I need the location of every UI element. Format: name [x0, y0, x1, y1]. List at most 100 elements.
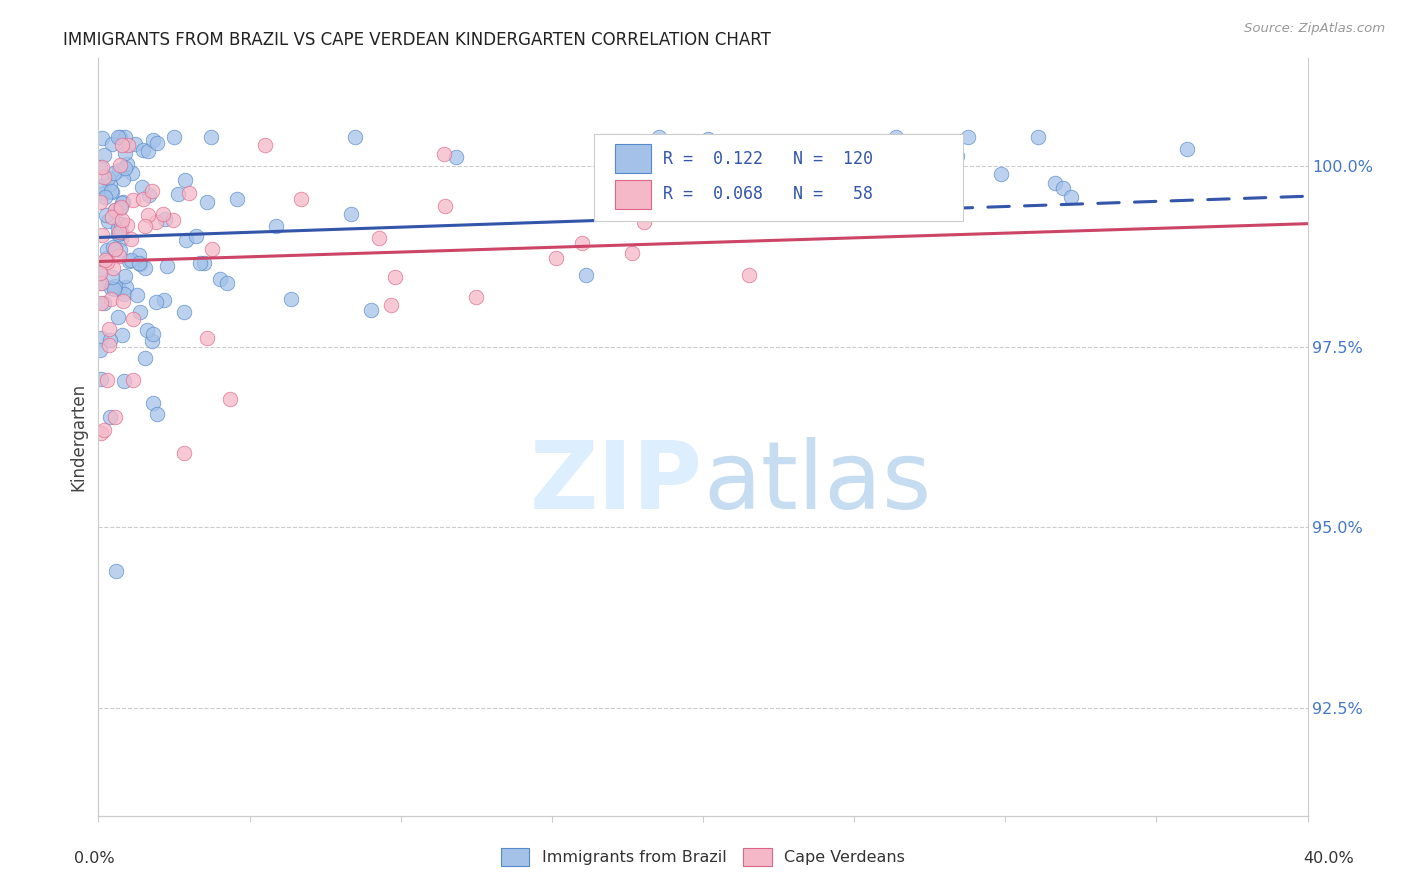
Point — [100, 281, 122, 295]
Point — [94, 209, 117, 223]
Point — [96, 252, 118, 266]
Text: ZIP: ZIP — [530, 436, 703, 529]
Point — [120, 232, 142, 246]
Point — [91, 228, 114, 243]
Point — [620, 246, 643, 260]
Point — [444, 150, 467, 164]
Point — [380, 298, 402, 312]
Text: 40.0%: 40.0% — [1303, 852, 1354, 866]
Point — [114, 161, 136, 175]
Point — [96, 373, 118, 387]
Point — [122, 194, 145, 208]
Text: 0.0%: 0.0% — [75, 852, 114, 866]
Point — [121, 373, 143, 387]
Point — [136, 209, 159, 223]
Point — [201, 242, 224, 256]
Point — [128, 258, 150, 272]
Point — [254, 137, 277, 152]
Point — [193, 256, 215, 270]
Point — [1175, 142, 1198, 156]
Point — [134, 219, 156, 234]
Point — [112, 286, 135, 301]
Point — [96, 255, 118, 269]
Point — [575, 268, 598, 282]
Point — [155, 211, 177, 226]
Legend: Immigrants from Brazil, Cape Verdeans: Immigrants from Brazil, Cape Verdeans — [495, 841, 911, 872]
Point — [89, 266, 111, 280]
Point — [340, 207, 363, 221]
Point — [1052, 181, 1074, 195]
Point — [98, 177, 121, 191]
Point — [101, 240, 124, 254]
Point — [225, 193, 247, 207]
Point — [141, 184, 163, 198]
Point — [89, 343, 111, 358]
Point — [107, 249, 129, 263]
Point — [97, 214, 120, 228]
Point — [107, 163, 129, 178]
Point — [142, 395, 165, 409]
Point — [145, 295, 167, 310]
Point — [195, 331, 218, 345]
Point — [1043, 176, 1066, 190]
Point — [633, 215, 655, 229]
Point — [107, 221, 129, 235]
Point — [121, 166, 143, 180]
Point — [93, 170, 115, 185]
Text: Source: ZipAtlas.com: Source: ZipAtlas.com — [1244, 22, 1385, 36]
Point — [94, 252, 117, 267]
Point — [433, 147, 456, 161]
Point — [129, 304, 152, 318]
Point — [465, 290, 488, 304]
Point — [141, 327, 163, 342]
Point — [104, 565, 127, 579]
Point — [97, 171, 120, 186]
Point — [122, 312, 145, 326]
Point — [108, 201, 131, 215]
Y-axis label: Kindergarten: Kindergarten — [69, 383, 87, 491]
Point — [120, 253, 142, 268]
Point — [90, 425, 112, 440]
Point — [98, 334, 121, 348]
Point — [945, 149, 967, 163]
Point — [571, 235, 593, 250]
Point — [200, 130, 222, 145]
Point — [131, 180, 153, 194]
Text: R =  0.122   N =  120: R = 0.122 N = 120 — [664, 150, 873, 168]
Point — [101, 270, 124, 285]
Point — [128, 247, 150, 261]
Point — [110, 227, 132, 241]
Point — [89, 161, 111, 175]
Point — [174, 233, 197, 247]
Point — [100, 184, 122, 198]
Point — [89, 265, 111, 279]
Point — [90, 331, 112, 345]
Point — [103, 282, 125, 296]
Text: IMMIGRANTS FROM BRAZIL VS CAPE VERDEAN KINDERGARTEN CORRELATION CHART: IMMIGRANTS FROM BRAZIL VS CAPE VERDEAN K… — [63, 31, 770, 49]
Point — [110, 243, 132, 257]
Point — [136, 145, 159, 159]
Point — [738, 268, 761, 282]
Point — [195, 194, 218, 209]
Point — [90, 372, 112, 386]
Point — [110, 200, 132, 214]
Point — [546, 251, 568, 265]
Point — [124, 136, 146, 151]
Point — [110, 232, 132, 246]
Point — [93, 186, 115, 200]
Point — [108, 226, 131, 240]
Point — [184, 229, 207, 244]
Point — [101, 185, 124, 199]
Point — [110, 225, 132, 239]
Point — [90, 277, 112, 291]
Point — [134, 260, 156, 275]
Point — [163, 130, 186, 145]
Point — [89, 195, 111, 210]
Point — [101, 136, 124, 151]
Point — [104, 410, 127, 425]
Point — [103, 243, 125, 257]
Point — [152, 207, 174, 221]
Bar — [614, 180, 651, 209]
Point — [100, 293, 122, 307]
Point — [886, 151, 908, 165]
